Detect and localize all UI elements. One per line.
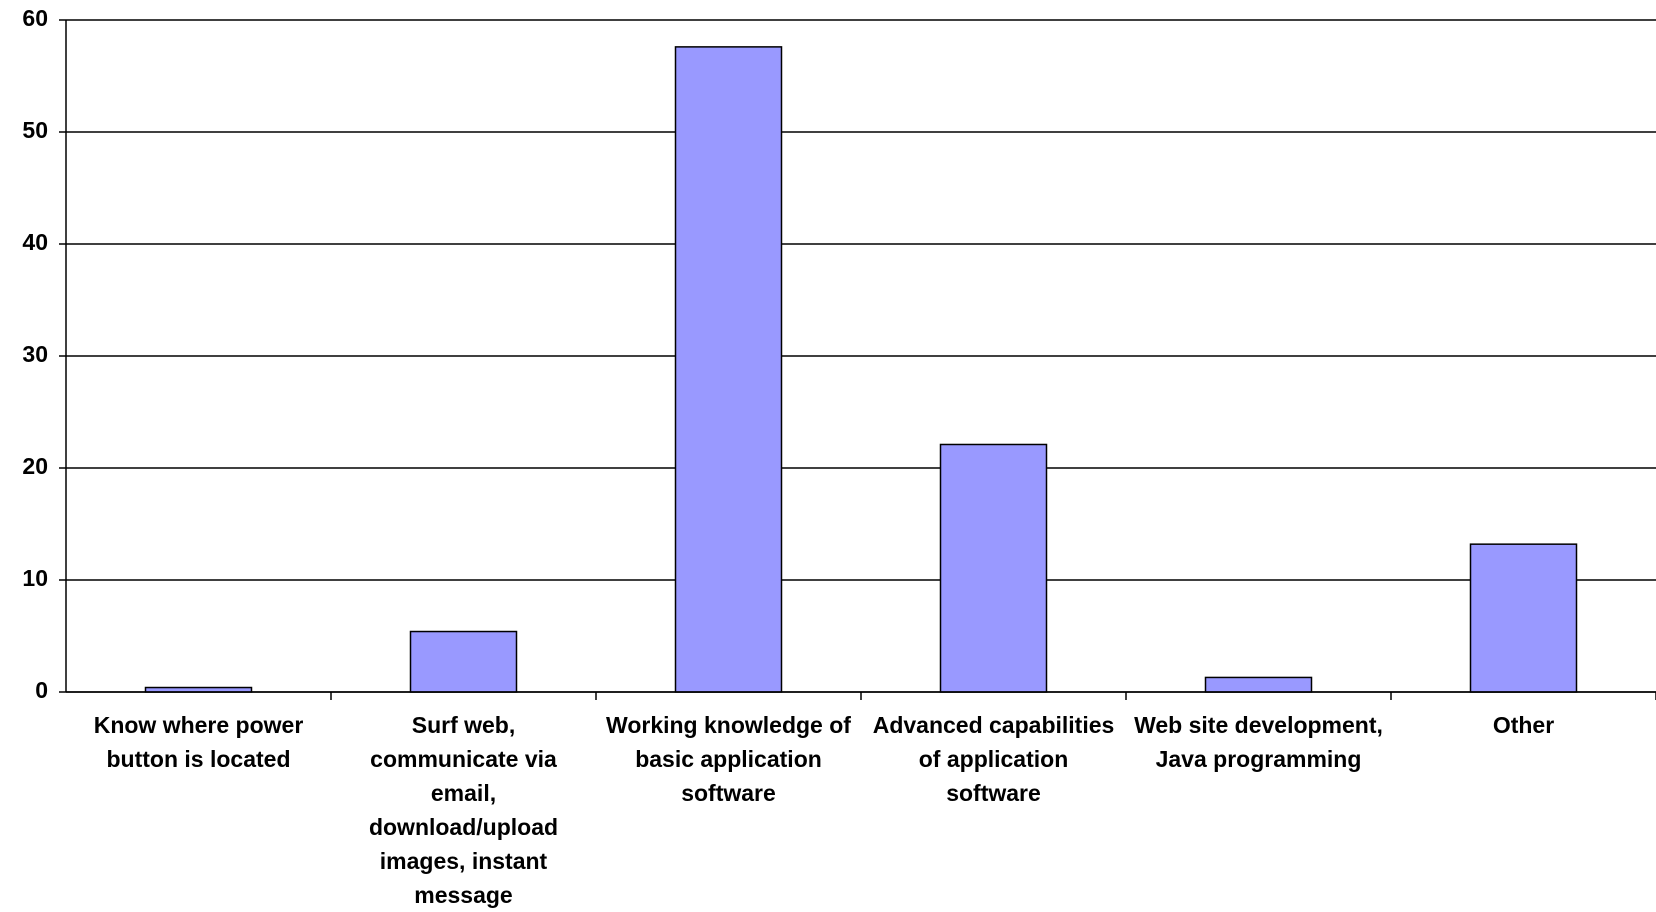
y-tick-label: 50 xyxy=(22,117,48,143)
y-tick-label: 30 xyxy=(22,341,48,367)
bar xyxy=(1204,676,1313,693)
x-tick-label: Surf web, communicate via email, downloa… xyxy=(368,712,559,908)
y-tick-label: 40 xyxy=(22,229,48,255)
x-tick-label: Other xyxy=(1492,712,1555,738)
x-tick-label: Web site development, Java programming xyxy=(1134,712,1383,772)
x-tick-label: Working knowledge of basic application s… xyxy=(606,712,851,806)
bar xyxy=(939,443,1048,693)
y-tick-label: 60 xyxy=(22,5,48,31)
y-tick-label: 20 xyxy=(22,453,48,479)
y-tick-label: 0 xyxy=(35,677,48,703)
y-tick-label: 10 xyxy=(22,565,48,591)
bar xyxy=(1469,543,1578,693)
bar xyxy=(674,46,783,693)
x-tick-label: Know where power button is located xyxy=(93,712,304,772)
x-tick-label: Advanced capabilities of application sof… xyxy=(872,712,1115,806)
bar xyxy=(409,630,518,693)
